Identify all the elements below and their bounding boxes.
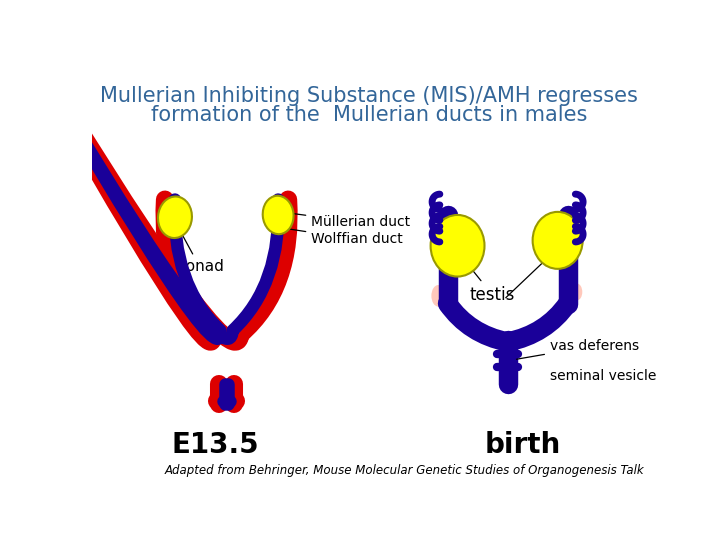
- Ellipse shape: [431, 215, 485, 276]
- Text: Müllerian duct: Müllerian duct: [289, 213, 410, 230]
- Text: birth: birth: [485, 430, 561, 458]
- Text: testis: testis: [467, 264, 515, 303]
- Text: seminal vesicle: seminal vesicle: [550, 369, 657, 383]
- Text: E13.5: E13.5: [171, 430, 258, 458]
- Text: vas deferens: vas deferens: [516, 339, 639, 359]
- Ellipse shape: [431, 285, 445, 307]
- Ellipse shape: [533, 212, 582, 269]
- Text: Adapted from Behringer, Mouse Molecular Genetic Studies of Organogenesis Talk: Adapted from Behringer, Mouse Molecular …: [165, 464, 644, 477]
- Text: Mullerian Inhibiting Substance (MIS)/AMH regresses: Mullerian Inhibiting Substance (MIS)/AMH…: [100, 86, 638, 106]
- Text: Wolffian duct: Wolffian duct: [286, 228, 403, 246]
- Text: gonad: gonad: [176, 235, 223, 274]
- Ellipse shape: [158, 197, 192, 238]
- Text: formation of the  Mullerian ducts in males: formation of the Mullerian ducts in male…: [150, 105, 588, 125]
- Ellipse shape: [572, 284, 582, 300]
- Ellipse shape: [263, 195, 294, 234]
